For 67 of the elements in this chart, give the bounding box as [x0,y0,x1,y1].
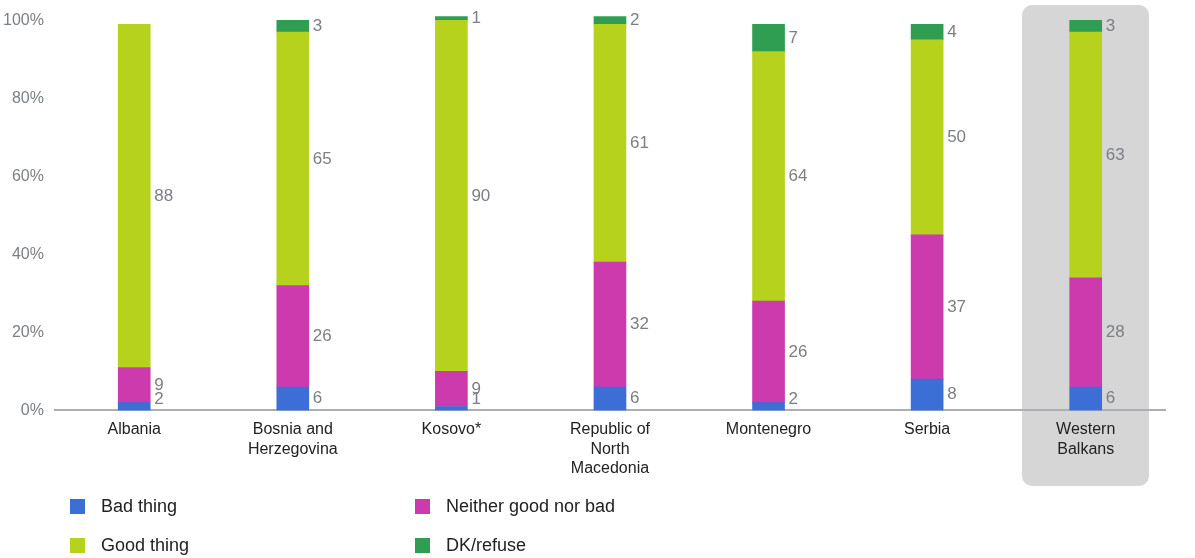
bar [752,23,785,52]
legend-label: Neither good nor bad [446,496,616,517]
bar [276,31,310,286]
bar [435,20,468,372]
bar [910,234,944,380]
x-tick-label: Kosovo* [421,420,482,438]
x-tick-label: Western Balkans [1056,420,1116,457]
bar [117,23,151,368]
data-label: 8 [947,384,957,404]
x-tick-label: Bosnia and Herzegovina [247,420,338,457]
y-tick-label: 80% [11,88,44,106]
data-label: 1 [471,8,481,28]
bar [276,285,310,388]
legend-label: Bad thing [101,496,178,517]
bar [752,402,785,411]
data-label: 7 [788,27,799,47]
data-label: 28 [1105,322,1125,342]
bar [910,39,944,236]
bar [276,386,310,411]
bar [1069,386,1103,411]
data-label: 3 [312,15,323,35]
y-tick-label: 100% [3,10,44,28]
x-tick-label: Montenegro [725,420,812,438]
bar [276,20,310,33]
data-label: 3 [1105,15,1116,35]
legend-label: DK/refuse [446,535,527,556]
x-tick-label: Republic of North Macedonia [569,420,651,476]
bar [117,402,151,411]
bar [435,371,468,407]
x-tick-label: Albania [107,420,161,438]
data-label: 37 [947,296,967,316]
data-label: 26 [312,325,332,345]
data-label: 26 [788,341,808,361]
data-label: 6 [312,388,323,408]
bar [435,406,468,411]
bar [1069,20,1103,33]
legend-label: Good thing [101,535,190,556]
data-label: 4 [947,21,957,41]
data-label: 63 [1105,144,1125,164]
bar [752,51,785,302]
data-label: 6 [629,388,640,408]
y-tick-label: 60% [11,166,44,184]
data-label: 32 [629,314,649,334]
data-label: 2 [629,10,640,30]
data-label: 88 [154,185,174,205]
bar [593,16,627,25]
bar [117,367,151,403]
bar [593,23,627,263]
y-tick-label: 20% [11,322,44,340]
bar [1069,277,1103,388]
data-label: 65 [312,148,332,168]
data-label: 2 [788,389,799,409]
data-label: 2 [154,389,164,409]
bar [910,378,944,411]
data-label: 61 [629,132,649,152]
bar [1069,31,1103,279]
data-label: 50 [947,127,967,147]
x-tick-label: Serbia [904,420,951,438]
bar [752,300,785,403]
y-tick-label: 40% [11,244,44,262]
bar [593,261,627,388]
bar [593,386,627,411]
data-label: 64 [788,166,808,186]
bar [910,23,944,41]
y-tick-label: 0% [20,400,44,418]
data-label: 90 [471,185,491,205]
data-label: 6 [1105,388,1116,408]
